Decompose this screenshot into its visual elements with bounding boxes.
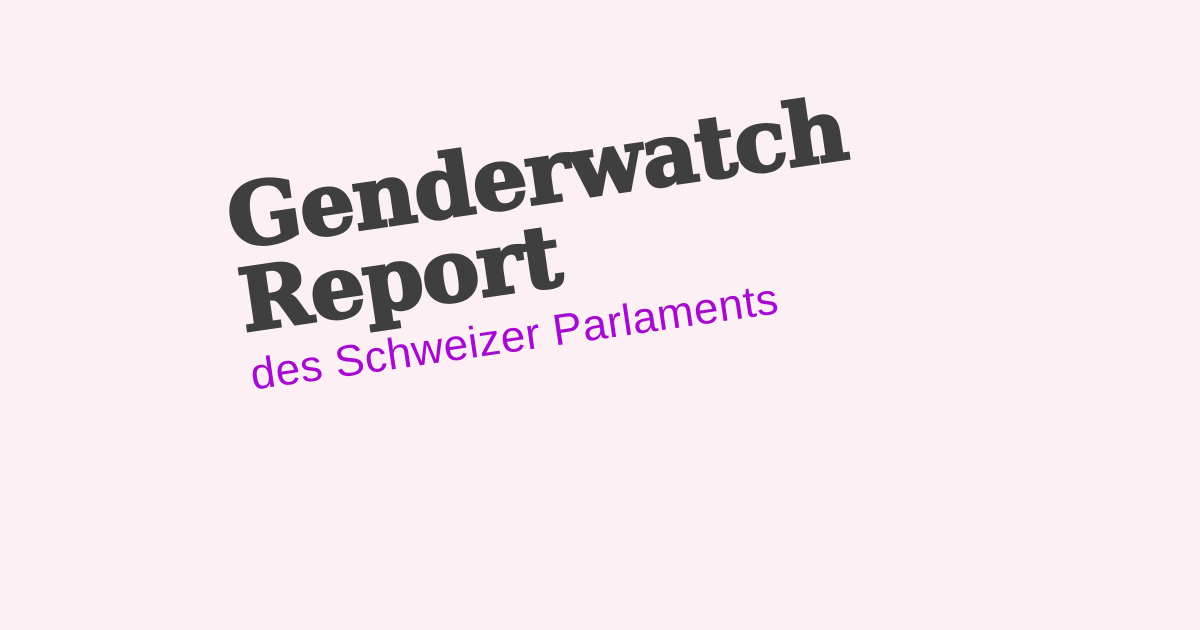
hero-title-block: Genderwatch Report des Schweizer Parlame…: [219, 77, 872, 399]
